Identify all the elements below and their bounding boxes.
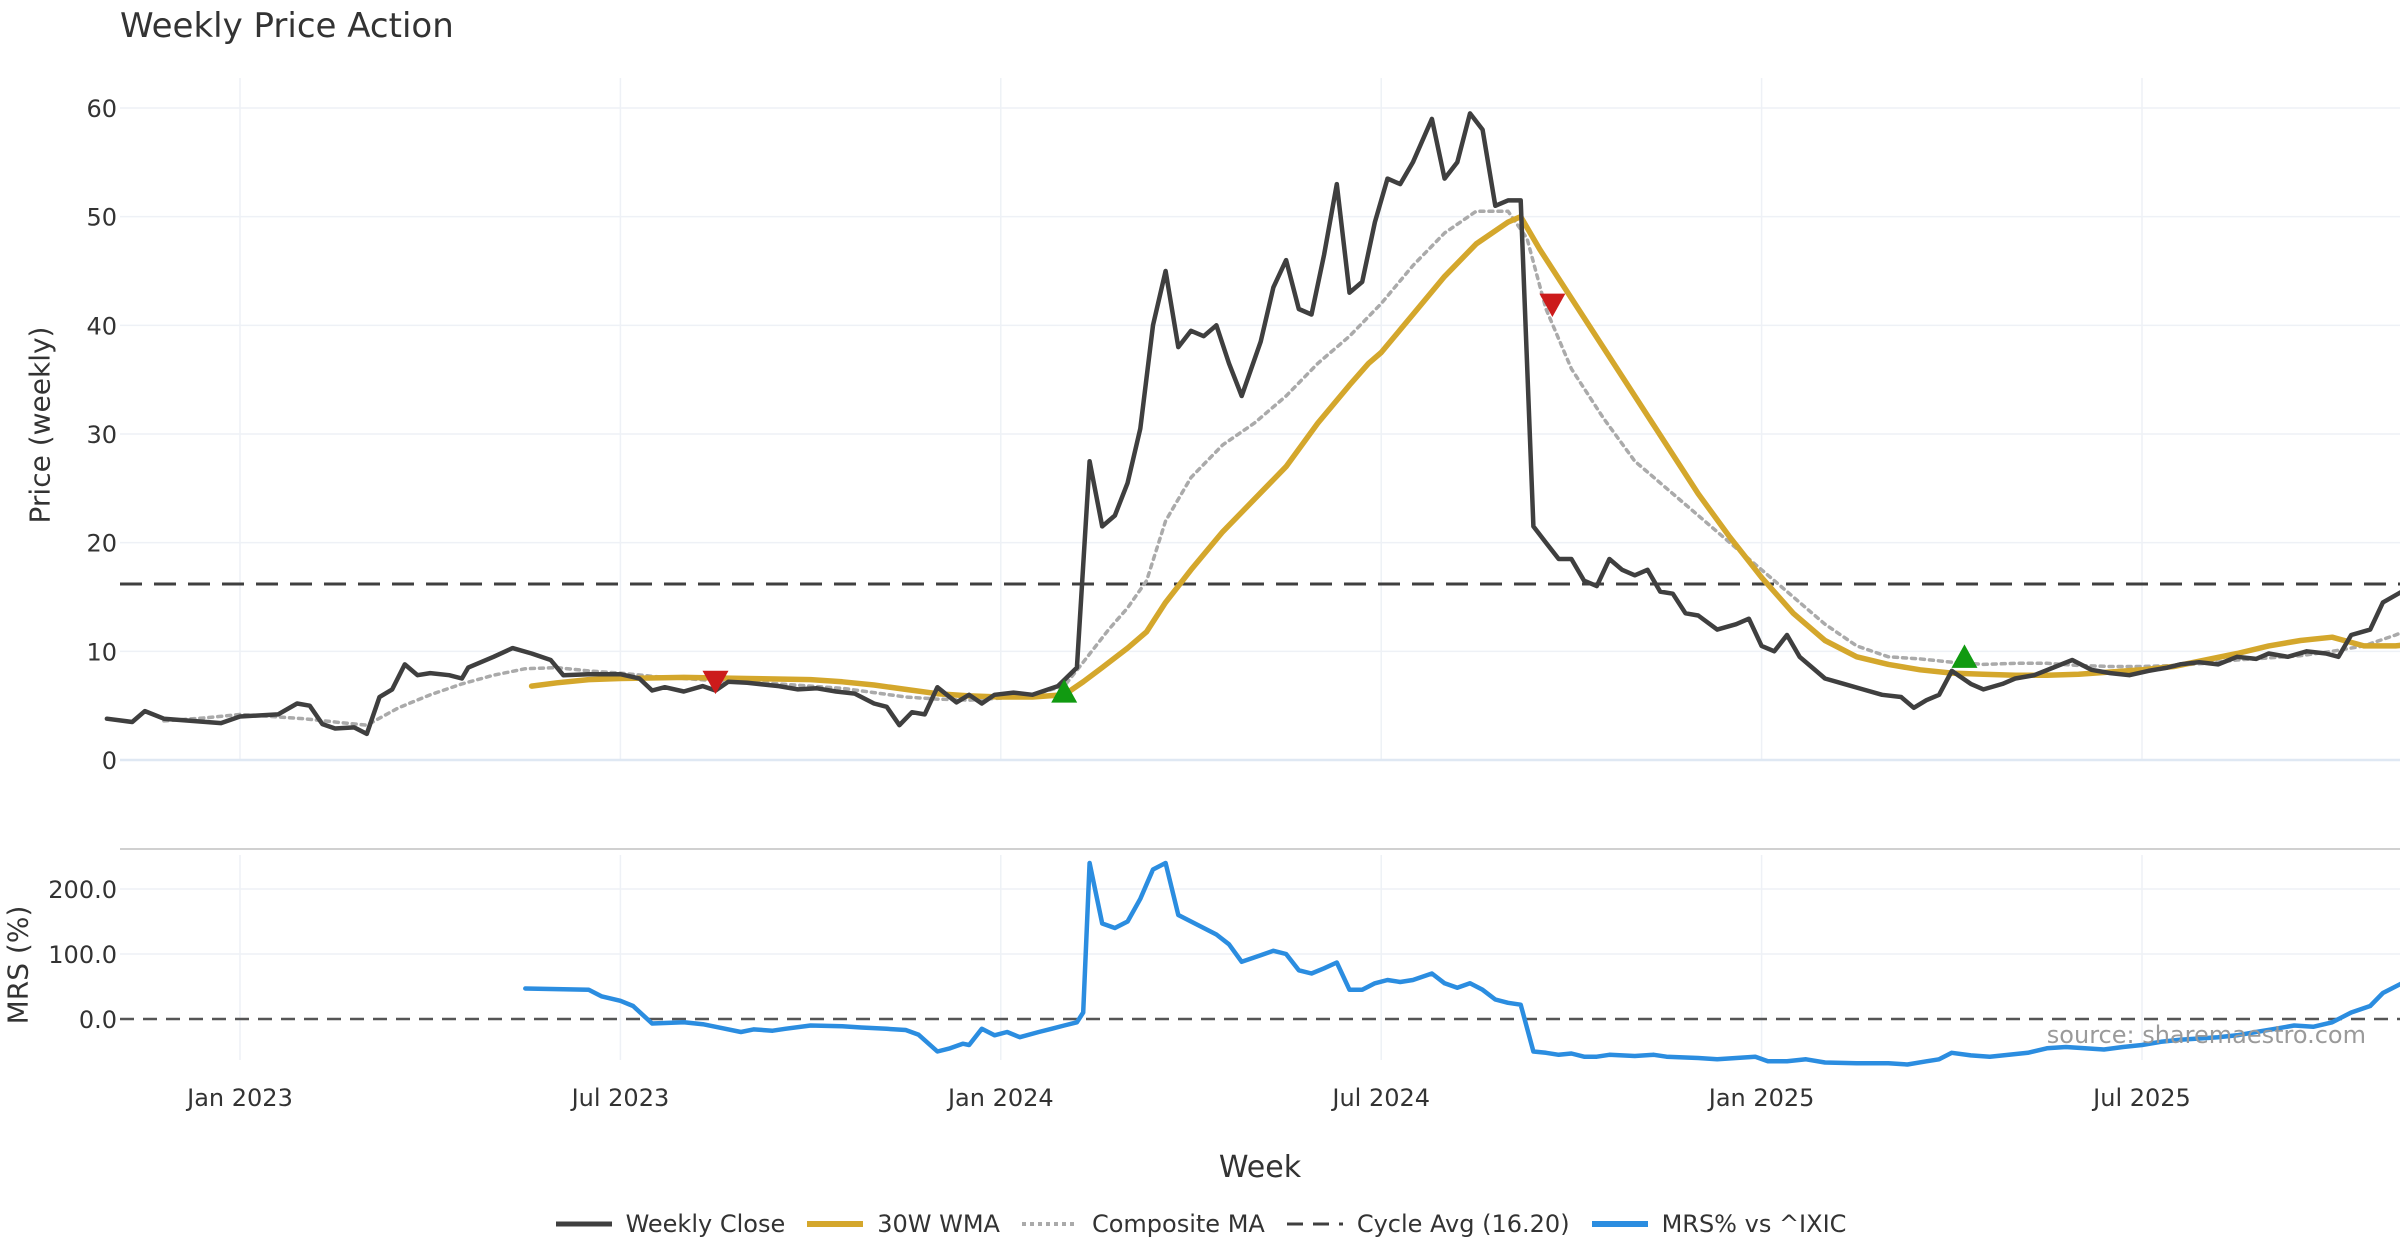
legend-swatch-composite-ma	[1021, 1222, 1078, 1226]
series-line-mrs-vs-ixic	[523, 860, 2400, 1067]
price-y-tick-label: 0	[102, 747, 117, 775]
series-line-weekly-close	[104, 111, 2400, 737]
x-tick-label: Jul 2024	[1330, 1084, 1430, 1112]
x-tick-label: Jan 2025	[1707, 1084, 1815, 1112]
sell-signal-marker	[1539, 293, 1566, 318]
mrs-y-tick-label: 0.0	[79, 1006, 117, 1034]
sell-signal-marker	[702, 670, 729, 695]
price-y-tick-label: 60	[86, 95, 117, 123]
price-panel	[104, 111, 2400, 737]
x-tick-label: Jul 2023	[570, 1084, 670, 1112]
legend-item-mrs: MRS% vs ^IXIC	[1590, 1210, 1847, 1238]
buy-signal-marker	[1051, 679, 1078, 703]
x-tick-label: Jan 2023	[185, 1084, 293, 1112]
x-axis-label: Week	[1218, 1150, 1302, 1185]
x-tick-label: Jul 2025	[2091, 1084, 2191, 1112]
legend-swatch-30w-wma	[807, 1221, 864, 1227]
mrs-y-axis-label: MRS (%)	[1, 905, 35, 1025]
legend-label: Weekly Close	[625, 1210, 786, 1238]
price-y-tick-label: 10	[86, 638, 117, 666]
source-watermark: source: sharemaestro.com	[2046, 1021, 2366, 1049]
legend-item-30w-wma: 30W WMA	[805, 1210, 1000, 1238]
legend: Weekly Close 30W WMA Composite MA Cycle …	[0, 1210, 2400, 1238]
price-y-axis-label: Price (weekly)	[23, 326, 57, 524]
legend-item-composite-ma: Composite MA	[1020, 1210, 1265, 1238]
price-y-tick-label: 30	[86, 421, 117, 449]
legend-swatch-mrs	[1591, 1221, 1648, 1227]
x-tick-label: Jan 2024	[946, 1084, 1054, 1112]
price-y-tick-label: 50	[86, 204, 117, 232]
legend-label: MRS% vs ^IXIC	[1661, 1210, 1847, 1238]
gridlines	[120, 78, 2400, 1060]
legend-label: Cycle Avg (16.20)	[1356, 1210, 1570, 1238]
mrs-y-tick-label: 200.0	[48, 876, 117, 904]
price-y-tick-label: 40	[86, 312, 117, 340]
buy-signal-marker	[1951, 644, 1978, 668]
legend-label: 30W WMA	[877, 1210, 1000, 1238]
legend-swatch-weekly-close	[555, 1221, 612, 1227]
price-y-tick-label: 20	[86, 530, 117, 558]
legend-item-weekly-close: Weekly Close	[554, 1210, 786, 1238]
mrs-panel	[120, 860, 2400, 1067]
series-line-30w-wma	[528, 213, 2400, 700]
axis-ticks: Jan 2023 Jul 2023 Jan 2024 Jul 2024 Jan 2025…	[48, 95, 2191, 1112]
mrs-y-tick-label: 100.0	[48, 941, 117, 969]
legend-label: Composite MA	[1091, 1210, 1265, 1238]
legend-item-cycle-avg: Cycle Avg (16.20)	[1285, 1210, 1570, 1238]
chart-title: Weekly Price Action	[120, 6, 454, 46]
legend-swatch-cycle-avg	[1286, 1222, 1343, 1226]
